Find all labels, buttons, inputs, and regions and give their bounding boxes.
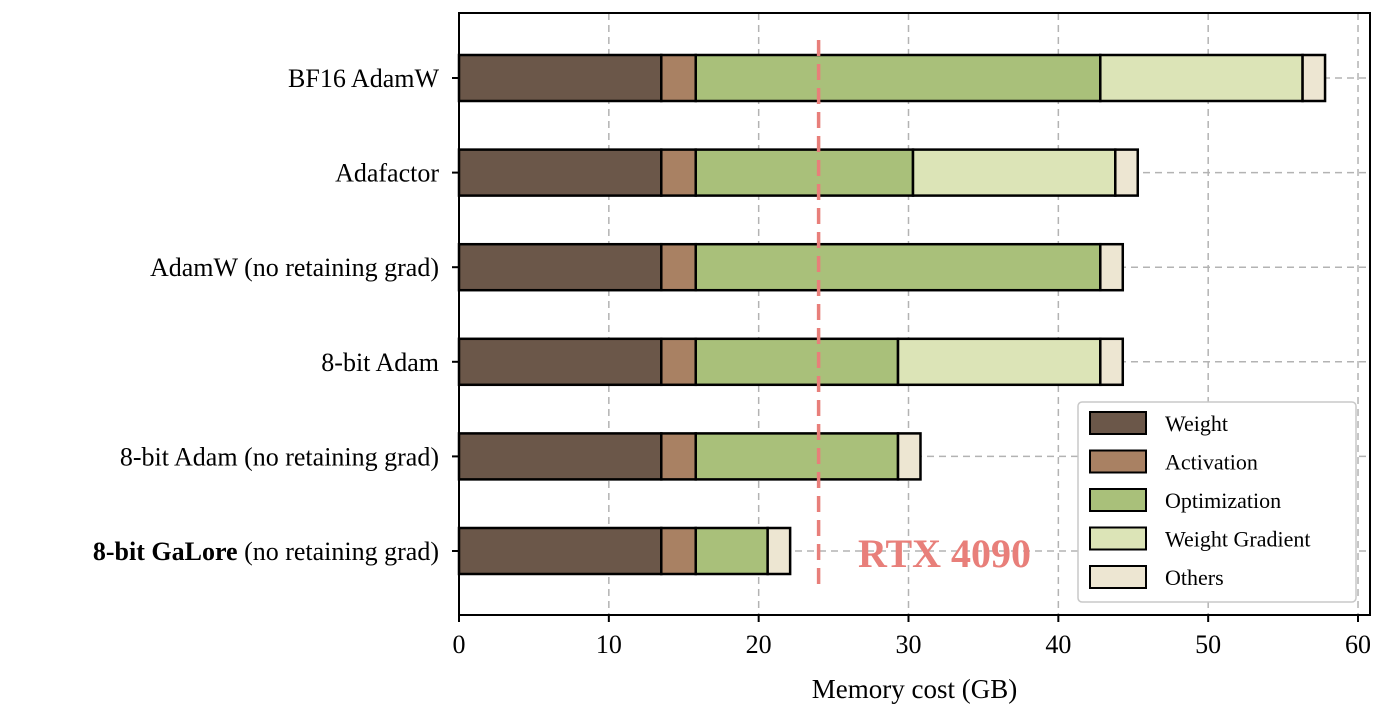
threshold-label: RTX 4090 [858,531,1031,576]
x-tick-label: 0 [453,630,466,659]
bar-segment-optimization [694,337,900,387]
legend-swatch-weight-gradient [1089,526,1147,551]
bar-segment-weight-gradient [911,148,1117,197]
bar-segment-activation [660,53,697,103]
category-label: BF16 AdamW [288,64,439,93]
category-label-bold: 8-bit GaLore [93,537,238,566]
legend-swatch-activation [1089,449,1147,474]
category-label: 8-bit Adam (no retaining grad) [120,442,439,471]
x-axis-title: Memory cost (GB) [812,674,1017,704]
legend-swatch-optimization [1089,488,1147,512]
x-tick-label: 20 [746,630,772,659]
legend-label: Others [1165,565,1224,590]
category-label: 8-bit Adam [321,348,439,377]
bar-segment-weight [457,53,663,103]
category-label: 8-bit GaLore (no retaining grad) [93,537,439,566]
bar-segment-optimization [694,53,1102,103]
bar-segment-others [896,432,922,481]
plot-frame [458,12,1371,616]
bar-segment-activation [660,526,697,576]
bar-segment-optimization [694,148,915,197]
bar-segment-optimization [694,242,1102,292]
bar-segment-weight [457,337,663,387]
x-tick-label: 30 [896,630,922,659]
x-tick-label: 50 [1195,630,1221,659]
bar-segment-weight [457,148,663,197]
legend-swatch-weight [1089,411,1147,435]
legend-label: Optimization [1165,488,1281,513]
bar-segment-activation [660,337,697,387]
x-tick-label: 60 [1345,630,1371,659]
bar-segment-activation [660,432,697,481]
bar-segment-others [1099,337,1125,387]
category-label-rest: (no retaining grad) [238,537,439,566]
bar-segment-weight [457,242,663,292]
legend-label: Activation [1165,450,1258,475]
bar-segment-others [1301,53,1327,103]
bar-segment-others [766,526,792,576]
legend-swatch-others [1089,565,1147,589]
bar-segment-weight-gradient [1099,53,1304,103]
legend-box [1077,401,1357,603]
x-tick-label: 10 [596,630,622,659]
bar-segment-others [1114,148,1140,197]
category-label: Adafactor [335,159,439,188]
bar-segment-optimization [694,432,900,481]
category-label: AdamW (no retaining grad) [150,253,439,282]
bar-segment-weight [457,526,663,576]
bar-segment-weight-gradient [896,337,1102,387]
bar-segment-optimization [694,526,769,576]
bar-segment-activation [660,148,697,197]
bar-segment-weight [457,432,663,481]
legend-label: Weight [1165,411,1228,436]
x-tick-label: 40 [1045,630,1071,659]
bar-segment-activation [660,242,697,292]
legend-label: Weight Gradient [1165,527,1310,552]
bar-segment-others [1099,242,1125,292]
